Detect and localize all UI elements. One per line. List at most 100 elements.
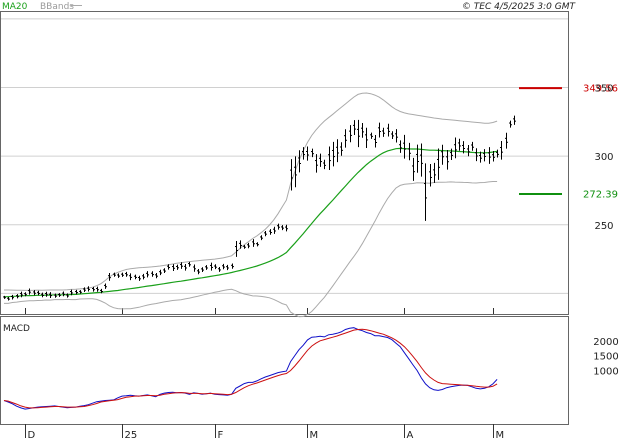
price-bar <box>243 244 246 249</box>
price-bar <box>467 145 470 157</box>
price-bar <box>285 224 288 232</box>
price-bar <box>269 229 272 235</box>
price-bar <box>155 272 158 279</box>
price-bar <box>496 149 499 158</box>
price-bar <box>180 262 183 269</box>
price-bar <box>294 156 297 188</box>
price-bar <box>3 295 6 299</box>
price-bar <box>66 293 69 298</box>
macd-lines <box>3 327 498 410</box>
price-bar <box>277 223 280 230</box>
price-bar <box>159 269 162 276</box>
price-bars <box>3 115 516 301</box>
price-bar <box>264 230 267 237</box>
macd-title: MACD <box>3 324 30 334</box>
price-bar <box>403 134 406 159</box>
price-bar <box>252 239 255 247</box>
price-bar <box>399 140 402 153</box>
price-bar <box>117 273 120 278</box>
price-bar <box>235 240 238 257</box>
price-bar <box>382 127 385 137</box>
time-gridlines <box>25 308 494 314</box>
bb-upper-line <box>4 92 498 291</box>
legend-ma20: MA20 <box>2 2 28 12</box>
price-bar <box>104 283 107 289</box>
price-bar <box>256 242 259 247</box>
legend: MA20 BBands <box>2 2 82 12</box>
price-bar <box>142 273 145 280</box>
price-bar <box>239 240 242 249</box>
price-tick-label: 350 <box>594 84 613 95</box>
price-bar <box>54 293 57 298</box>
price-bar <box>167 264 170 270</box>
price-bar <box>281 225 284 231</box>
macd-tick-label: 2000 <box>593 337 618 348</box>
bollinger-upper-band <box>4 92 498 291</box>
price-bar <box>311 148 314 158</box>
x-tick-label: M <box>496 430 505 440</box>
price-bar <box>231 263 234 269</box>
price-gridlines <box>1 18 568 294</box>
price-bar <box>298 150 301 173</box>
price-bar <box>163 268 166 273</box>
price-bar <box>33 290 36 296</box>
price-bar <box>370 132 373 139</box>
x-tick-label: 25 <box>125 430 138 440</box>
price-bar <box>214 264 217 270</box>
price-bar <box>488 147 491 164</box>
price-bar <box>424 163 427 221</box>
price-bar <box>357 119 360 148</box>
price-bar <box>340 142 343 156</box>
price-tick-label: 250 <box>594 221 613 232</box>
price-bar <box>151 271 154 277</box>
macd-tick-label: 1000 <box>593 367 618 378</box>
price-bar <box>247 242 250 249</box>
legend-bbands: BBands <box>40 2 74 12</box>
x-tick-label: F <box>218 430 224 440</box>
price-bar <box>83 287 86 293</box>
price-bar <box>315 154 318 173</box>
bb-lower-line <box>4 181 498 318</box>
price-bar <box>446 149 449 170</box>
price-bar <box>134 274 137 280</box>
price-bar <box>188 261 191 267</box>
price-bar <box>129 273 132 281</box>
x-tick-label: D <box>28 430 36 440</box>
price-bar <box>395 129 398 143</box>
price-bar <box>387 123 390 137</box>
price-bar <box>509 120 512 128</box>
price-bar <box>113 272 116 277</box>
price-tick-label: 300 <box>594 152 613 163</box>
macd-axis-ticks: 2000 1500 1000 <box>593 337 618 378</box>
price-bar <box>412 157 415 181</box>
price-bar <box>24 292 27 297</box>
price-bar <box>361 123 364 138</box>
price-bar <box>108 272 111 281</box>
price-bar <box>260 235 263 241</box>
price-bar <box>7 296 10 301</box>
level-label: 349.56 <box>583 84 618 95</box>
price-bar <box>433 162 436 183</box>
price-bar <box>306 146 309 161</box>
price-bar <box>492 151 495 162</box>
price-axis-ticks: 350 300 250 <box>594 84 613 232</box>
price-bar <box>75 289 78 295</box>
bollinger-lower-band <box>4 181 498 318</box>
price-bar <box>172 264 175 272</box>
price-bar <box>450 148 453 160</box>
price-bar <box>365 127 368 149</box>
price-bar <box>437 148 440 180</box>
price-bar <box>429 163 432 187</box>
price-bar <box>391 131 394 139</box>
ma20-polyline <box>4 147 498 298</box>
price-bar <box>332 141 335 167</box>
price-bar <box>16 294 19 299</box>
price-bar <box>374 134 377 148</box>
price-bar <box>500 141 503 160</box>
price-bar <box>197 268 200 275</box>
price-bar <box>378 122 381 138</box>
price-bar <box>96 286 99 292</box>
price-bar <box>62 291 65 297</box>
price-bar <box>290 159 293 191</box>
